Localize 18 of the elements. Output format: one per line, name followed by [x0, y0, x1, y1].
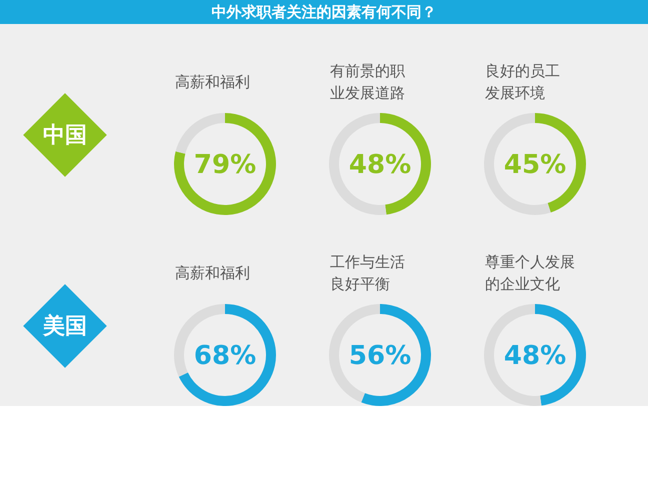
chart-title: 工作与生活良好平衡 [330, 253, 405, 293]
text: 中国 [43, 123, 87, 148]
text: 中外求职者关注的因素有何不同？ [212, 3, 436, 21]
chart-title: 良好的员工发展环境 [485, 62, 560, 102]
donut-slice [174, 113, 276, 215]
data-label: 48% [348, 150, 412, 180]
data-label: 56% [348, 341, 412, 371]
chart-title: 高薪和福利 [175, 264, 250, 282]
chart-title: 高薪和福利 [175, 73, 250, 91]
data-label: 45% [504, 150, 566, 180]
text: 美国 [42, 313, 87, 339]
data-label: 79% [194, 150, 256, 180]
data-label: 48% [504, 341, 566, 371]
chart-title: 尊重个人发展的企业文化 [485, 253, 575, 293]
donut-slice [176, 113, 225, 154]
data-label: 68% [194, 341, 256, 371]
chart-title: 有前景的职业发展道路 [330, 62, 405, 102]
donut-slice [178, 304, 276, 406]
